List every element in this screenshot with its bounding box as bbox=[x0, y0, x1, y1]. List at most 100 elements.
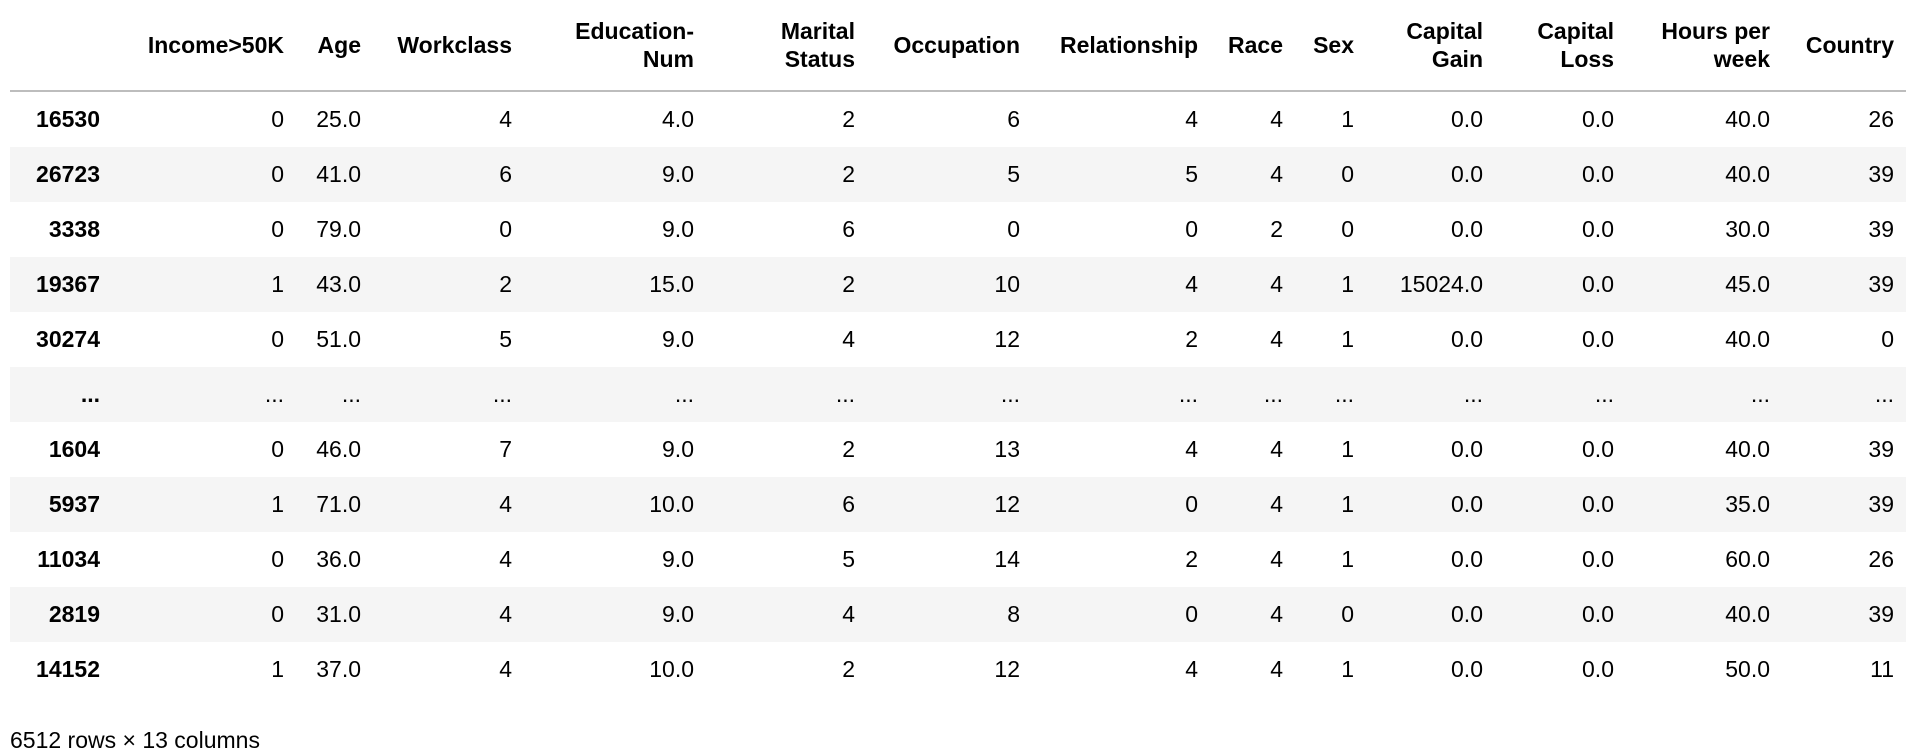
table-row: 26723 0 41.0 6 9.0 2 5 5 4 0 0.0 0.0 40.0 39 bbox=[10, 147, 1906, 202]
table-cell: 39 bbox=[1868, 161, 1894, 187]
table-cell: 2 bbox=[842, 656, 855, 682]
table-cell: 0 bbox=[1881, 326, 1894, 352]
table-cell: 4 bbox=[842, 601, 855, 627]
table-cell: 71.0 bbox=[316, 491, 361, 517]
table-row: 11034 0 36.0 4 9.0 5 14 2 4 1 0.0 0.0 60.0 26 bbox=[10, 532, 1906, 587]
table-cell: 6 bbox=[842, 216, 855, 242]
table-cell: 45.0 bbox=[1725, 271, 1770, 297]
table-cell: 0 bbox=[499, 216, 512, 242]
table-cell: 40.0 bbox=[1725, 601, 1770, 627]
column-header: Sex bbox=[1295, 0, 1366, 92]
table-cell: 0.0 bbox=[1582, 546, 1614, 572]
table-cell: ... bbox=[1594, 381, 1614, 407]
table-cell: 0 bbox=[271, 546, 284, 572]
table-cell: 1 bbox=[1341, 656, 1354, 682]
column-header: Workclass bbox=[373, 0, 524, 92]
table-cell: 43.0 bbox=[316, 271, 361, 297]
table-row: 16530 0 25.0 4 4.0 2 6 4 4 1 0.0 0.0 40.0 26 bbox=[10, 91, 1906, 147]
table-cell: 25.0 bbox=[316, 106, 361, 132]
table-cell: 13 bbox=[994, 436, 1020, 462]
table-cell: 4 bbox=[1270, 546, 1283, 572]
table-cell: 39 bbox=[1868, 216, 1894, 242]
table-cell: 0 bbox=[1185, 216, 1198, 242]
table-cell: 1 bbox=[1341, 491, 1354, 517]
row-index: 2819 bbox=[48, 601, 100, 627]
table-cell: 0 bbox=[1007, 216, 1020, 242]
column-header: Race bbox=[1210, 0, 1295, 92]
table-cell: 1 bbox=[271, 656, 284, 682]
table-cell: 37.0 bbox=[316, 656, 361, 682]
table-cell: 0.0 bbox=[1451, 436, 1483, 462]
table-cell: 5 bbox=[1007, 161, 1020, 187]
row-index: 3338 bbox=[48, 216, 100, 242]
table-cell: 0 bbox=[1341, 216, 1354, 242]
table-cell: 4 bbox=[1185, 656, 1198, 682]
table-cell: 0 bbox=[1185, 491, 1198, 517]
column-header: Capital Gain bbox=[1366, 0, 1495, 92]
table-cell: 0.0 bbox=[1451, 601, 1483, 627]
table-cell: 4 bbox=[1270, 326, 1283, 352]
table-cell: 36.0 bbox=[316, 546, 361, 572]
table-cell: 15.0 bbox=[649, 271, 694, 297]
table-cell: 79.0 bbox=[316, 216, 361, 242]
row-index: 5937 bbox=[48, 491, 100, 517]
table-row: 14152 1 37.0 4 10.0 2 12 4 4 1 0.0 0.0 50.0 11 bbox=[10, 642, 1906, 697]
table-cell: 9.0 bbox=[662, 436, 694, 462]
table-cell: 8 bbox=[1007, 601, 1020, 627]
table-cell: ... bbox=[835, 381, 855, 407]
table-cell: ... bbox=[674, 381, 694, 407]
table-cell: 9.0 bbox=[662, 161, 694, 187]
table-cell: 0 bbox=[271, 161, 284, 187]
table-cell: 4 bbox=[499, 106, 512, 132]
table-cell: 2 bbox=[842, 271, 855, 297]
table-cell: 0.0 bbox=[1582, 656, 1614, 682]
table-cell: 1 bbox=[1341, 436, 1354, 462]
table-cell: 51.0 bbox=[316, 326, 361, 352]
table-cell: ... bbox=[1178, 381, 1198, 407]
table-cell: 14 bbox=[994, 546, 1020, 572]
table-cell: 0 bbox=[271, 326, 284, 352]
table-cell: 41.0 bbox=[316, 161, 361, 187]
table-cell: 4 bbox=[1270, 601, 1283, 627]
table-cell: 0.0 bbox=[1582, 216, 1614, 242]
table-cell: 4 bbox=[499, 656, 512, 682]
table-cell: 0.0 bbox=[1451, 161, 1483, 187]
column-header: Hours per week bbox=[1626, 0, 1782, 92]
table-cell: 1 bbox=[1341, 326, 1354, 352]
table-row: 19367 1 43.0 2 15.0 2 10 4 4 1 15024.0 0.0 45.0 39 bbox=[10, 257, 1906, 312]
table-cell: ... bbox=[341, 381, 361, 407]
table-cell: 0.0 bbox=[1451, 106, 1483, 132]
table-cell: 15024.0 bbox=[1399, 271, 1483, 297]
table-cell: 2 bbox=[842, 106, 855, 132]
row-index: 14152 bbox=[36, 656, 100, 682]
row-index: 19367 bbox=[36, 271, 100, 297]
table-cell: ... bbox=[1463, 381, 1483, 407]
table-cell: 2 bbox=[499, 271, 512, 297]
table-cell: 0 bbox=[271, 216, 284, 242]
table-cell: 5 bbox=[842, 546, 855, 572]
table-cell: 0.0 bbox=[1582, 601, 1614, 627]
index-header bbox=[10, 0, 112, 92]
table-cell: 40.0 bbox=[1725, 161, 1770, 187]
column-header: Occupation bbox=[867, 0, 1032, 92]
table-cell: 5 bbox=[499, 326, 512, 352]
table-cell: 4 bbox=[1270, 271, 1283, 297]
table-cell: 50.0 bbox=[1725, 656, 1770, 682]
table-cell: 39 bbox=[1868, 601, 1894, 627]
table-row: 1604 0 46.0 7 9.0 2 13 4 4 1 0.0 0.0 40.0 39 bbox=[10, 422, 1906, 477]
table-cell: 0.0 bbox=[1451, 216, 1483, 242]
table-row: ........................................… bbox=[10, 367, 1906, 422]
table-cell: ... bbox=[1874, 381, 1894, 407]
table-cell: ... bbox=[264, 381, 284, 407]
table-cell: 0.0 bbox=[1582, 271, 1614, 297]
table-cell: 9.0 bbox=[662, 326, 694, 352]
table-cell: 60.0 bbox=[1725, 546, 1770, 572]
table-row: 3338 0 79.0 0 9.0 6 0 0 2 0 0.0 0.0 30.0 39 bbox=[10, 202, 1906, 257]
column-header: Age bbox=[296, 0, 373, 92]
table-cell: 4 bbox=[1270, 491, 1283, 517]
table-cell: 26 bbox=[1868, 546, 1894, 572]
table-cell: 0.0 bbox=[1451, 656, 1483, 682]
table-cell: 6 bbox=[842, 491, 855, 517]
column-header: Country bbox=[1782, 0, 1906, 92]
table-cell: ... bbox=[1263, 381, 1283, 407]
